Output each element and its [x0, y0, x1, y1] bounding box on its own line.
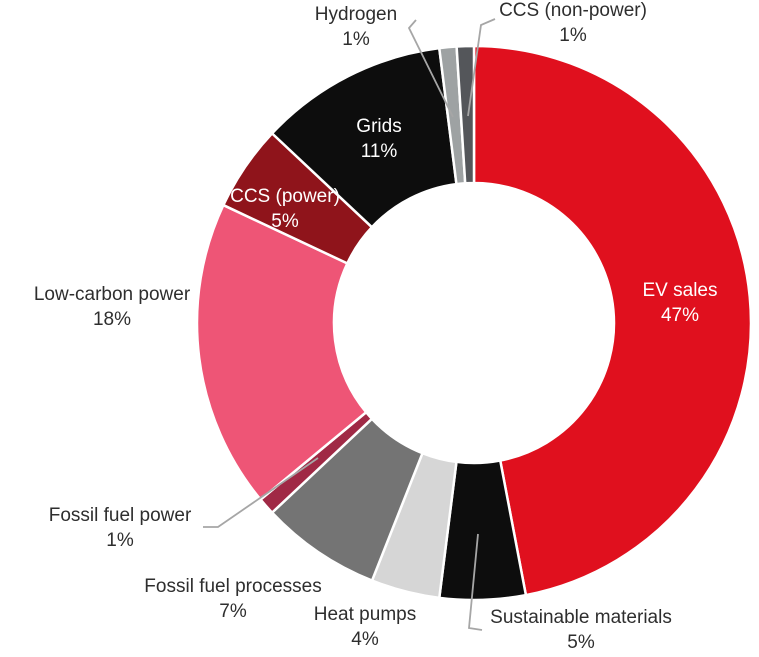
slice-low-carbon-power — [195, 203, 368, 501]
slice-pct: 5% — [567, 632, 595, 653]
slice-pct: 1% — [106, 530, 134, 551]
slice-pct: 18% — [92, 309, 132, 330]
slice-name: Fossil fuel processes — [144, 576, 322, 597]
slice-pct: 47% — [660, 305, 700, 326]
label-fossil-fuel-power: Fossil fuel power 1% — [49, 503, 192, 553]
leader-lines — [203, 18, 496, 631]
slice-name: EV sales — [642, 280, 718, 301]
label-low-carbon-power: Low-carbon power 18% — [34, 282, 190, 332]
leader-line-hydrogen — [407, 19, 454, 118]
slice-name: Fossil fuel power — [48, 505, 192, 526]
label-ev-sales: EV sales 47% — [643, 278, 718, 328]
slice-ev-sales — [472, 44, 753, 597]
slice-pct: 4% — [351, 629, 379, 650]
leader-line-sustainable-materials — [468, 533, 483, 631]
slice-name: Low-carbon power — [33, 284, 191, 305]
label-hydrogen: Hydrogen 1% — [315, 2, 397, 52]
label-sustainable-materials: Sustainable materials 5% — [490, 605, 672, 655]
slice-name: Grids — [356, 116, 402, 137]
slice-pct: 5% — [271, 211, 299, 232]
slice-pct: 1% — [342, 29, 370, 50]
label-heat-pumps: Heat pumps 4% — [314, 602, 416, 652]
label-grids: Grids 11% — [356, 114, 401, 164]
slice-name: Hydrogen — [314, 4, 398, 25]
label-fossil-fuel-processes: Fossil fuel processes 7% — [144, 574, 321, 624]
label-ccs-non-power: CCS (non-power) 1% — [499, 0, 647, 48]
leader-line-fossil-fuel-power — [203, 457, 319, 528]
label-ccs-power: CCS (power) 5% — [230, 184, 340, 234]
leader-line-ccs-non-power — [467, 18, 496, 117]
slice-name: CCS (power) — [230, 186, 340, 207]
slice-ccs-non-power — [455, 44, 476, 185]
slice-name: CCS (non-power) — [499, 0, 647, 21]
slice-pct: 11% — [360, 141, 398, 162]
slice-pct: 1% — [559, 25, 587, 46]
slice-name: Sustainable materials — [490, 607, 672, 628]
slice-pct: 7% — [219, 601, 247, 622]
slice-name: Heat pumps — [313, 604, 417, 625]
